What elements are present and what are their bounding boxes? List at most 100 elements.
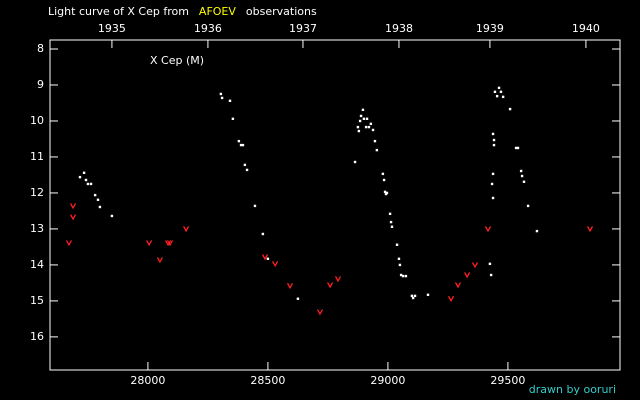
- data-point: [499, 90, 503, 94]
- y-tick-label: 16: [30, 330, 44, 343]
- data-point: [497, 86, 501, 90]
- data-point: [296, 297, 300, 300]
- annotation: X Cep (M): [150, 54, 204, 67]
- data-point: [364, 125, 368, 129]
- data-point: [426, 293, 430, 296]
- plot-frame: [49, 39, 621, 371]
- data-point: [491, 132, 495, 136]
- top-x-tick-label: 1937: [289, 22, 317, 35]
- upper-limit-marker: [272, 261, 279, 268]
- data-point: [411, 296, 415, 300]
- x-tick-label: 29000: [370, 374, 405, 387]
- top-x-tick-label: 1940: [572, 22, 600, 35]
- y-tick-label: 8: [37, 42, 44, 55]
- data-point: [501, 95, 505, 99]
- upper-limit-marker: [464, 272, 471, 279]
- data-point: [96, 198, 100, 201]
- data-point: [365, 117, 369, 121]
- top-x-tick-label: 1938: [385, 22, 413, 35]
- data-point: [266, 257, 270, 261]
- data-point: [516, 146, 520, 150]
- data-point: [413, 294, 417, 298]
- y-tick-label: 15: [30, 294, 44, 307]
- top-x-tick-label: 1936: [194, 22, 222, 35]
- y-tick-label: 9: [37, 78, 44, 91]
- x-tick-label: 29500: [490, 374, 525, 387]
- data-point: [404, 274, 408, 278]
- chart-title: Light curve of X Cep from: [48, 5, 189, 18]
- upper-limit-marker: [166, 240, 174, 247]
- data-point: [389, 220, 393, 224]
- data-point: [395, 243, 399, 246]
- data-point: [231, 117, 235, 121]
- data-point: [239, 143, 243, 147]
- chart-title: AFOEV: [199, 5, 236, 18]
- data-point: [397, 257, 401, 261]
- data-point: [410, 294, 414, 298]
- data-point: [383, 190, 387, 194]
- data-point: [490, 182, 494, 186]
- data-point: [86, 182, 90, 186]
- upper-limit-marker: [447, 295, 455, 303]
- y-tick-label: 10: [30, 114, 44, 127]
- data-point: [359, 114, 363, 118]
- upper-limit-marker: [146, 240, 153, 247]
- data-point: [371, 128, 375, 132]
- data-point: [535, 229, 539, 233]
- data-point: [385, 191, 389, 195]
- data-point: [495, 94, 499, 98]
- upper-limit-marker: [454, 282, 462, 289]
- data-point: [110, 214, 114, 218]
- data-point: [489, 273, 493, 277]
- data-point: [382, 178, 386, 182]
- data-point: [367, 125, 371, 129]
- data-point: [219, 92, 223, 96]
- upper-limit-marker: [334, 276, 342, 283]
- data-point: [401, 274, 405, 278]
- upper-limit-marker: [316, 309, 324, 316]
- upper-limit-marker: [65, 240, 73, 247]
- data-point: [357, 129, 361, 133]
- upper-limit-marker: [156, 257, 163, 264]
- data-point: [519, 169, 523, 173]
- upper-limit-marker: [484, 226, 492, 233]
- data-point: [369, 122, 373, 126]
- data-point: [261, 232, 265, 236]
- y-tick-label: 13: [30, 222, 44, 235]
- upper-limit-marker: [69, 214, 77, 221]
- data-point: [373, 139, 377, 143]
- credit: drawn by ooruri: [529, 383, 616, 396]
- data-point: [520, 174, 524, 178]
- data-point: [508, 107, 512, 111]
- y-tick-label: 14: [30, 258, 44, 271]
- data-point: [492, 138, 496, 142]
- upper-limit-marker: [165, 240, 172, 247]
- upper-limit-marker: [261, 254, 269, 261]
- data-point: [399, 273, 403, 277]
- data-point: [243, 163, 247, 167]
- data-point: [526, 204, 530, 208]
- data-point: [356, 125, 360, 129]
- data-point: [245, 168, 249, 172]
- data-point: [375, 148, 379, 152]
- data-point: [493, 90, 497, 94]
- data-point: [89, 182, 93, 186]
- data-point: [381, 172, 385, 176]
- top-x-tick-label: 1939: [476, 22, 504, 35]
- upper-limit-marker: [69, 203, 77, 210]
- upper-limit-marker: [327, 282, 334, 289]
- x-tick-label: 28500: [250, 374, 285, 387]
- data-point: [491, 196, 495, 200]
- upper-limit-marker: [286, 282, 294, 290]
- data-point: [398, 263, 402, 267]
- chart-title: observations: [246, 5, 317, 18]
- data-point: [237, 139, 241, 143]
- data-point: [492, 143, 496, 147]
- data-point: [390, 225, 394, 228]
- upper-limit-marker: [586, 226, 594, 233]
- y-tick-label: 12: [30, 186, 44, 199]
- data-point: [522, 180, 526, 183]
- data-point: [358, 119, 362, 123]
- data-point: [98, 205, 102, 209]
